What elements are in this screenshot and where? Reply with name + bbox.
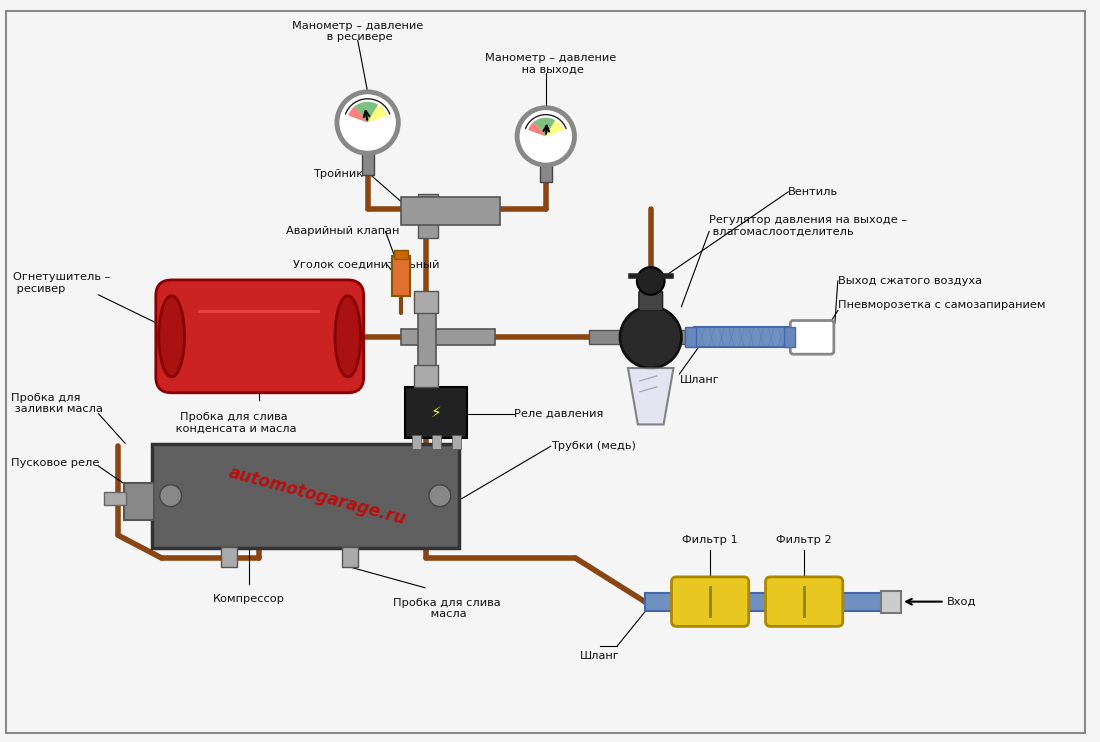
Circle shape — [517, 108, 574, 165]
Ellipse shape — [336, 296, 361, 377]
Text: Аварийный клапан: Аварийный клапан — [286, 226, 399, 237]
Text: Пробка для слива
 конденсата и масла: Пробка для слива конденсата и масла — [172, 412, 296, 433]
Text: Реле давления: Реле давления — [514, 409, 604, 418]
Bar — [838, 593, 883, 611]
Text: Выход сжатого воздуха: Выход сжатого воздуха — [838, 276, 982, 286]
Text: Фильтр 1: Фильтр 1 — [682, 535, 738, 545]
Bar — [415, 291, 438, 312]
Bar — [152, 444, 459, 548]
Bar — [402, 329, 495, 345]
Text: Пробка для
 заливки масла: Пробка для заливки масла — [11, 393, 103, 415]
FancyBboxPatch shape — [405, 387, 466, 439]
Polygon shape — [628, 368, 673, 424]
Bar — [694, 327, 793, 347]
Bar — [152, 455, 189, 536]
Text: Фильтр 2: Фильтр 2 — [777, 535, 832, 545]
Wedge shape — [546, 120, 563, 137]
Wedge shape — [528, 122, 546, 137]
Circle shape — [429, 485, 451, 507]
Text: automotogarage.ru: automotogarage.ru — [227, 464, 408, 528]
Text: Тройник: Тройник — [314, 169, 363, 179]
Text: Шланг: Шланг — [680, 375, 719, 385]
Bar — [590, 330, 621, 344]
FancyBboxPatch shape — [639, 291, 662, 311]
Text: Трубки (медь): Трубки (медь) — [551, 441, 636, 451]
Text: Вентиль: Вентиль — [789, 187, 838, 197]
Bar — [685, 327, 696, 347]
Bar — [421, 455, 459, 536]
Text: Регулятор давления на выходе –
 влагомаслоотделитель: Регулятор давления на выходе – влагомасл… — [710, 214, 908, 236]
Wedge shape — [534, 117, 556, 137]
Bar — [784, 327, 795, 347]
Circle shape — [160, 485, 182, 507]
Ellipse shape — [158, 296, 185, 377]
Bar — [681, 330, 713, 344]
Bar — [415, 365, 438, 387]
FancyBboxPatch shape — [156, 280, 364, 393]
Bar — [540, 163, 552, 182]
Bar — [881, 591, 901, 612]
Bar — [395, 250, 408, 259]
Text: Пробка для слива
 масла: Пробка для слива масла — [393, 597, 500, 620]
Wedge shape — [367, 105, 387, 122]
Bar — [393, 256, 410, 296]
Bar — [402, 197, 500, 225]
FancyBboxPatch shape — [671, 577, 749, 626]
Bar — [342, 547, 358, 567]
Text: Огнетушитель –
 ресивер: Огнетушитель – ресивер — [13, 272, 111, 294]
Circle shape — [620, 306, 681, 368]
Text: Уголок соединительный: Уголок соединительный — [294, 260, 440, 270]
Text: Вход: Вход — [947, 597, 976, 607]
FancyBboxPatch shape — [766, 577, 843, 626]
Bar — [418, 194, 438, 238]
Bar — [412, 436, 421, 449]
Bar — [104, 492, 126, 505]
Bar — [418, 308, 436, 367]
Text: Шланг: Шланг — [581, 651, 620, 661]
Circle shape — [637, 267, 664, 295]
Bar — [744, 593, 770, 611]
Wedge shape — [348, 107, 367, 122]
Bar — [362, 151, 374, 175]
Text: Пневморозетка с самозапиранием: Пневморозетка с самозапиранием — [838, 300, 1045, 309]
Wedge shape — [354, 102, 378, 122]
FancyBboxPatch shape — [790, 321, 834, 354]
Bar — [221, 547, 236, 567]
Text: Манометр – давление
 в ресивере: Манометр – давление в ресивере — [293, 21, 424, 42]
Bar — [432, 436, 441, 449]
Bar — [645, 593, 679, 611]
Text: ⚡: ⚡ — [430, 405, 441, 420]
Text: Пусковое реле: Пусковое реле — [11, 458, 100, 468]
Bar — [124, 483, 154, 520]
Text: Компрессор: Компрессор — [212, 594, 285, 604]
Circle shape — [337, 92, 398, 154]
Text: Манометр – давление
 на выходе: Манометр – давление на выходе — [485, 53, 616, 75]
Bar — [452, 436, 461, 449]
